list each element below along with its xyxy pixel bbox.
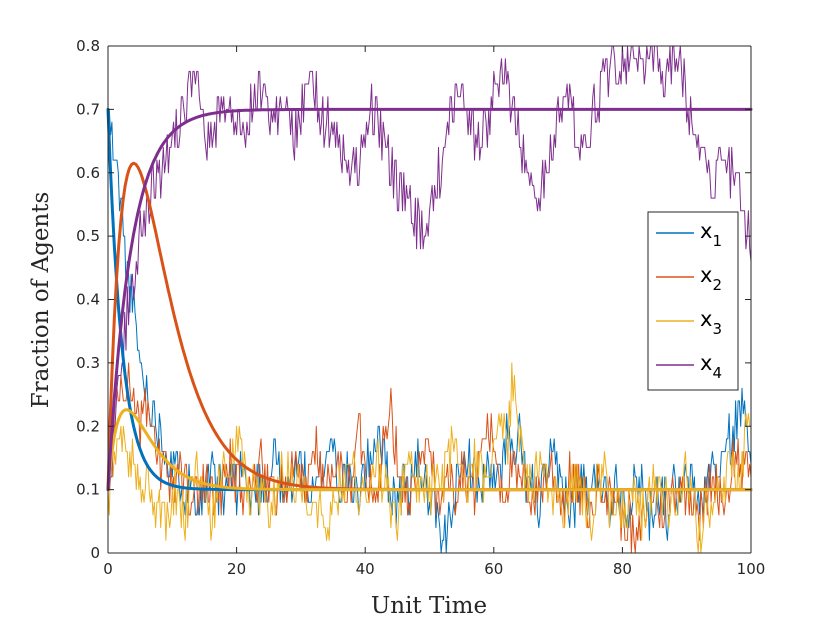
x-tick-label: 0 <box>103 560 113 578</box>
legend-label-x3: x3 <box>700 307 722 338</box>
y-ticks: 0 0.1 0.2 0.3 0.4 0.5 0.6 0.7 0.8 <box>76 37 751 562</box>
legend-items: x1 x2 x3 x4 <box>656 219 722 382</box>
x-ticks: 0 20 40 60 80 100 <box>103 46 765 578</box>
y-axis-title: Fraction of Agents <box>28 192 54 409</box>
y-tick-label: 0.5 <box>76 227 100 245</box>
x-axis-title: Unit Time <box>371 593 487 619</box>
y-tick-label: 0.6 <box>76 164 100 182</box>
y-tick-label: 0.1 <box>76 481 100 499</box>
y-tick-label: 0.7 <box>76 100 100 118</box>
y-tick-label: 0.2 <box>76 417 100 435</box>
series-line-x4-mean <box>106 107 753 492</box>
y-tick-label: 0.4 <box>76 291 100 309</box>
legend-label-x2: x2 <box>700 263 722 294</box>
y-tick-label: 0 <box>90 544 100 562</box>
x-tick-label: 60 <box>484 560 503 578</box>
series-line-x4-stochastic <box>108 45 752 491</box>
legend-box <box>647 211 739 391</box>
series-line-x3-stochastic <box>107 362 751 554</box>
series-layer <box>106 45 753 554</box>
legend-label-x4: x4 <box>700 351 722 382</box>
y-tick-label: 0.8 <box>76 37 100 55</box>
x-tick-label: 100 <box>737 560 766 578</box>
x-tick-label: 80 <box>613 560 632 578</box>
legend: x1 x2 x3 x4 <box>647 211 739 391</box>
legend-label-x1: x1 <box>700 219 722 250</box>
x-tick-label: 20 <box>227 560 246 578</box>
series-line-x3-mean <box>106 408 753 492</box>
y-tick-label: 0.3 <box>76 354 100 372</box>
x-tick-label: 40 <box>356 560 375 578</box>
